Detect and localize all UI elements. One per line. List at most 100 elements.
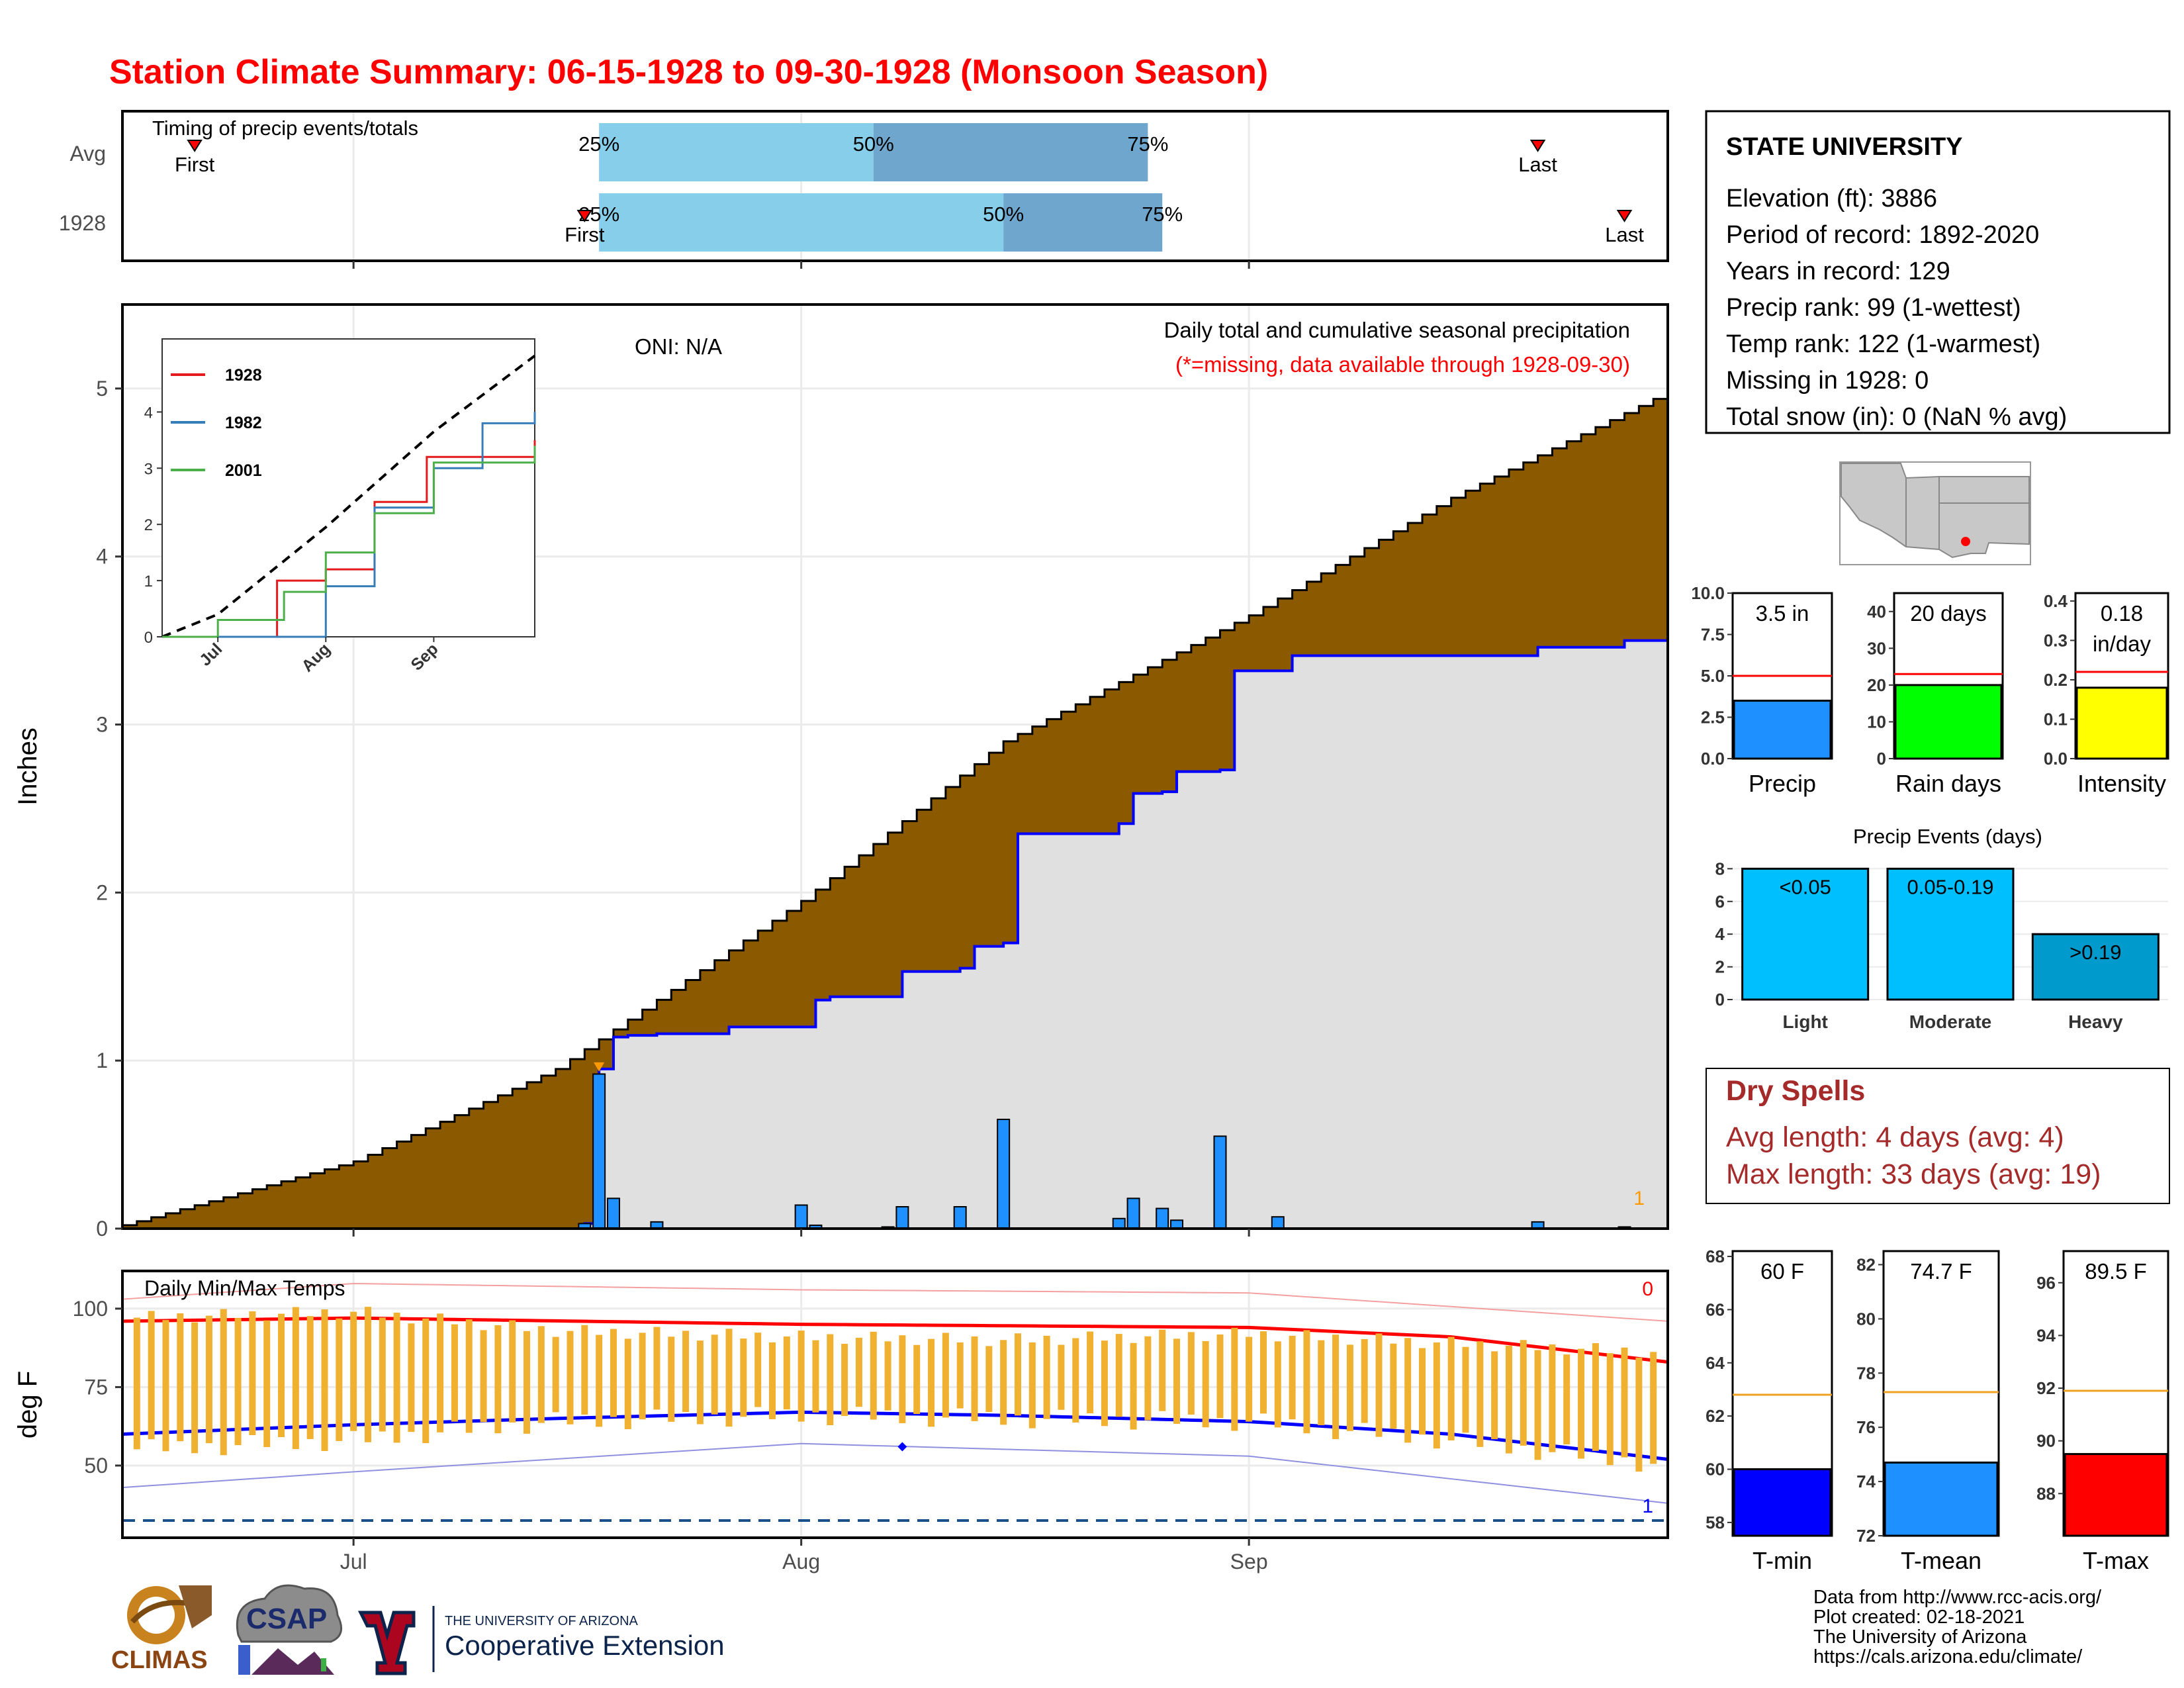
daily-temp-range-bar: [596, 1335, 603, 1427]
events-y-tick-label: 8: [1715, 859, 1725, 878]
daily-temp-range-bar: [797, 1331, 805, 1422]
station-info-frame: [1705, 110, 2171, 434]
daily-temp-range-bar: [1390, 1343, 1397, 1429]
timing-title: Timing of precip events/totals: [152, 117, 418, 140]
station-line: Missing in 1928: 0: [1726, 367, 1929, 395]
precip-events-chart: Precip Events (days) 0 2 4 6 8 <0.05 Light 0.05…: [1715, 825, 2168, 1032]
temp-record_max-line: [122, 1282, 1668, 1322]
daily-temp-range-bar: [827, 1334, 834, 1425]
daily-temp-range-bar: [451, 1324, 458, 1422]
daily-temp-range-bar: [971, 1336, 978, 1421]
daily-temp-range-bar: [1087, 1331, 1094, 1414]
daily-temp-range-bar: [1404, 1338, 1412, 1443]
daily-temp-range-bar: [205, 1315, 212, 1444]
timing-row-avg-label: Avg: [69, 142, 106, 165]
events-content: 0 2 4 6 8 <0.05 Light 0.05-0.19 Moderate >0.19 Hea…: [1715, 859, 2168, 1032]
station-line: Precip rank: 99 (1-wettest): [1726, 294, 2021, 322]
csap-logo-text: CSAP: [246, 1603, 327, 1635]
mini-chart-y-tick-label: 0.1: [2044, 709, 2068, 729]
temp-count-top: 0: [1642, 1278, 1653, 1300]
mini-chart-value-label: 0.18: [2101, 601, 2143, 626]
timing-p50-label: 50%: [853, 132, 894, 156]
mini-chart-value-bar: [1884, 1461, 1999, 1537]
daily-precip-bar: [1271, 1216, 1285, 1230]
daily-temp-range-bar: [1433, 1342, 1440, 1449]
ua-logo-big-text: Cooperative Extension: [445, 1630, 725, 1661]
temp-y-tick-label: 100: [73, 1297, 108, 1321]
daily-temp-range-bar: [1274, 1341, 1281, 1428]
daily-temp-range-bar: [1549, 1344, 1556, 1452]
precip-subtitle: Daily total and cumulative seasonal prec…: [1164, 318, 1630, 342]
daily-temp-range-bar: [624, 1338, 631, 1430]
daily-temp-range-bar: [364, 1307, 371, 1442]
daily-temp-range-bar: [1014, 1333, 1021, 1416]
mini-chart-value-label: 60 F: [1760, 1259, 1804, 1284]
events-title: Precip Events (days): [1853, 825, 2042, 848]
daily-temp-range-bar: [1447, 1336, 1455, 1441]
daily-temp-range-bar: [855, 1337, 862, 1407]
mini-chart-y-tick-label: 40: [1867, 602, 1886, 622]
mini-chart-y-tick-label: 92: [2036, 1378, 2056, 1398]
daily-temp-range-bar: [408, 1323, 415, 1432]
daily-precip-bar: [1126, 1197, 1140, 1230]
timing-row-1928-label: 1928: [59, 211, 106, 235]
mini-chart-y-tick-label: 10.0: [1691, 583, 1725, 603]
map-land-shape: [1841, 463, 2030, 559]
mini-chart-y-tick-label: 7.5: [1701, 625, 1725, 645]
timing-last-label: Last: [1518, 153, 1557, 176]
daily-precip-bar: [1156, 1207, 1169, 1230]
footer-line: https://cals.arizona.edu/climate/: [1813, 1646, 2083, 1667]
timing-bar-q1: [599, 123, 874, 181]
daily-temp-range-bar: [985, 1346, 993, 1413]
timing-p25-label: 25%: [578, 132, 619, 156]
events-category-label: Heavy: [2068, 1011, 2123, 1032]
daily-temp-range-bar: [191, 1322, 199, 1454]
events-bar: [1741, 867, 1870, 1001]
oni-label: ONI: N/A: [635, 334, 722, 359]
daily-temp-range-bar: [1592, 1343, 1599, 1451]
daily-temp-range-bar: [1000, 1340, 1007, 1425]
mini_temp-mini-chart: 58 60 62 64 66 68 60 F T-min: [1706, 1246, 1833, 1574]
temp-title: Daily Min/Max Temps: [144, 1276, 345, 1300]
daily-temp-range-bar: [610, 1329, 617, 1417]
daily-precip-bar: [1112, 1217, 1126, 1229]
daily-temp-range-bar: [220, 1309, 227, 1456]
mini-chart-y-tick-label: 62: [1706, 1406, 1725, 1426]
events-y-tick-label: 0: [1715, 990, 1725, 1009]
events-bar: [2031, 933, 2160, 1001]
inset-y-tick-label: 4: [144, 404, 153, 422]
daily-temp-range-bar: [379, 1317, 386, 1432]
precip-missing-note: (*=missing, data available through 1928-…: [1175, 352, 1630, 377]
daily-temp-range-bar: [1346, 1344, 1353, 1431]
daily-temp-range-bar: [1361, 1338, 1368, 1423]
daily-temp-range-bar: [870, 1331, 877, 1420]
mini-chart-value-bar: [2075, 686, 2168, 760]
daily-temp-range-bar: [1130, 1342, 1137, 1430]
daily-temp-range-bar: [1289, 1335, 1296, 1420]
figure-title: Station Climate Summary: 06-15-1928 to 0…: [109, 53, 1268, 91]
temp-panel-frame: [121, 1270, 1669, 1539]
timing-last-marker: [1616, 210, 1633, 222]
daily-temp-range-bar: [1202, 1340, 1209, 1428]
daily-temp-range-bar: [1505, 1345, 1512, 1454]
climas-logo-text: CLIMAS: [111, 1646, 208, 1674]
station-line: Years in record: 129: [1726, 258, 1950, 285]
precip-y-tick-label: 5: [96, 377, 108, 400]
inset-legend-label: 2001: [225, 461, 262, 480]
events-y-tick-label: 4: [1715, 924, 1725, 944]
daily-temp-range-bar: [725, 1329, 733, 1427]
mini-chart-category-label: T-mean: [1901, 1547, 1981, 1574]
mini-chart-y-tick-label: 78: [1856, 1363, 1876, 1383]
mini-chart-value-label: 3.5 in: [1756, 601, 1809, 626]
dry-spells-avg: Avg length: 4 days (avg: 4): [1726, 1121, 2064, 1153]
station-line: Period of record: 1892-2020: [1726, 221, 2039, 249]
daily-temp-range-bar: [1318, 1340, 1325, 1425]
daily-temp-range-bar: [812, 1340, 819, 1413]
daily-temp-range-bar: [653, 1327, 660, 1410]
mini-chart-category-label: Precip: [1749, 770, 1816, 797]
daily-precip-bar: [1213, 1135, 1227, 1230]
daily-temp-range-bar: [1375, 1333, 1383, 1437]
climas-logo-cactus: [179, 1585, 212, 1628]
timing-first-marker: [576, 210, 593, 222]
